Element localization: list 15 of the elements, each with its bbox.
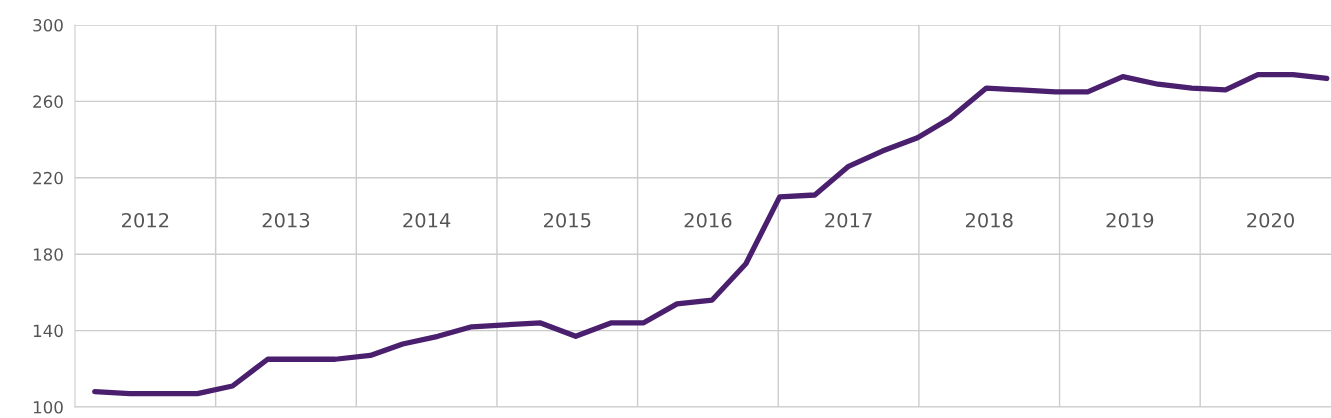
y-tick-label: 220 (33, 171, 63, 185)
x-tick-label: 2016 (684, 212, 732, 228)
y-tick-label: 100 (33, 400, 63, 414)
x-tick-label: 2015 (543, 212, 591, 228)
x-tick-label: 2013 (262, 212, 310, 228)
y-tick-label: 300 (33, 18, 63, 32)
x-tick-label: 2017 (825, 212, 872, 228)
y-tick-label: 180 (33, 248, 63, 261)
x-tick-label: 2014 (403, 212, 451, 228)
y-tick-label: 260 (33, 95, 63, 108)
x-tick-label: 2018 (965, 212, 1013, 228)
y-tick-label: 140 (33, 324, 63, 338)
x-tick-label: 2019 (1106, 212, 1154, 228)
x-tick-label: 2020 (1247, 212, 1294, 228)
x-tick-label: 2012 (122, 212, 169, 228)
